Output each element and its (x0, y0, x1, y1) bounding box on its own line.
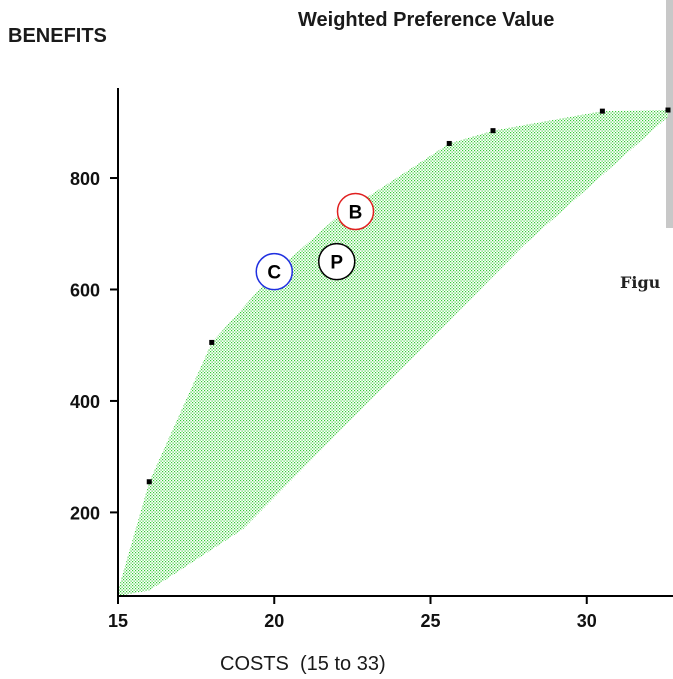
marker-label: P (330, 253, 343, 274)
axis-ticks: 15 20 25 30 200 400 600 800 (70, 169, 597, 631)
x-axis-label: COSTS (15 to 33) (220, 653, 386, 675)
x-tick-label: 15 (108, 611, 128, 631)
marker-label: B (349, 202, 363, 223)
side-divider (666, 0, 673, 228)
marker-label: C (267, 263, 281, 284)
frontier-point (446, 140, 452, 146)
marker-circle (318, 242, 356, 281)
y-tick-label: 200 (70, 503, 100, 523)
marker-circle (255, 252, 293, 291)
frontier-point (209, 339, 215, 345)
x-tick-label: 20 (264, 611, 284, 631)
feasible-region (118, 110, 668, 596)
plot-area: B P C (118, 107, 671, 596)
x-tick-label: 25 (420, 611, 440, 631)
marker-circle (336, 192, 375, 231)
y-axis-label: BENEFITS (8, 25, 107, 47)
y-tick-label: 800 (70, 169, 100, 189)
y-tick-label: 600 (70, 280, 100, 300)
chart-title: Weighted Preference Value (298, 9, 554, 31)
frontier-point (146, 479, 152, 485)
marker-p: P (318, 242, 356, 281)
y-tick-label: 400 (70, 392, 100, 412)
frontier-point (490, 128, 496, 134)
figure-caption: Figu (620, 273, 661, 292)
marker-b: B (336, 192, 375, 231)
frontier-point (665, 107, 671, 113)
x-tick-label: 30 (577, 611, 597, 631)
frontier-point (599, 108, 605, 114)
marker-c: C (255, 252, 293, 291)
